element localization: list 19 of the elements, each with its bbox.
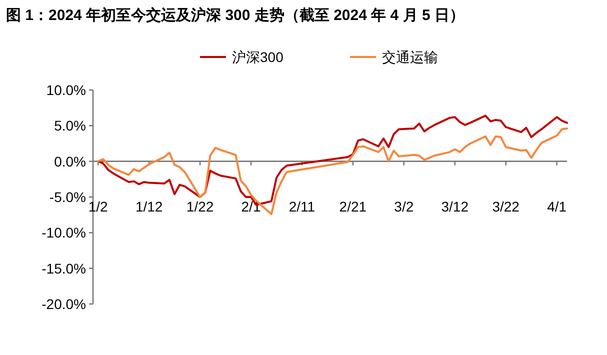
y-tick-label: -10.0% bbox=[42, 224, 86, 241]
legend-label: 沪深300 bbox=[232, 49, 284, 65]
x-tick-label: 1/12 bbox=[135, 198, 163, 214]
y-tick-label: -15.0% bbox=[42, 260, 86, 276]
y-tick-label: 5.0% bbox=[54, 118, 86, 134]
y-tick-label: 10.0% bbox=[46, 82, 86, 98]
legend-label: 交通运输 bbox=[382, 49, 438, 65]
y-tick-label: -20.0% bbox=[42, 296, 86, 312]
x-tick-label: 2/11 bbox=[288, 198, 316, 214]
chart-title: 图 1：2024 年初至今交运及沪深 300 走势（截至 2024 年 4 月 5 日） bbox=[6, 6, 464, 24]
x-tick-label: 4/1 bbox=[547, 198, 567, 214]
y-tick-label: 0.0% bbox=[54, 153, 86, 170]
x-tick-label: 2/21 bbox=[339, 198, 367, 214]
x-tick-label: 1/2 bbox=[88, 198, 108, 214]
x-tick-label: 3/12 bbox=[441, 198, 469, 214]
x-tick-label: 3/2 bbox=[394, 198, 414, 214]
x-tick-label: 3/22 bbox=[492, 198, 520, 214]
x-tick-label: 1/22 bbox=[186, 198, 214, 214]
y-tick-label: -5.0% bbox=[49, 189, 86, 205]
